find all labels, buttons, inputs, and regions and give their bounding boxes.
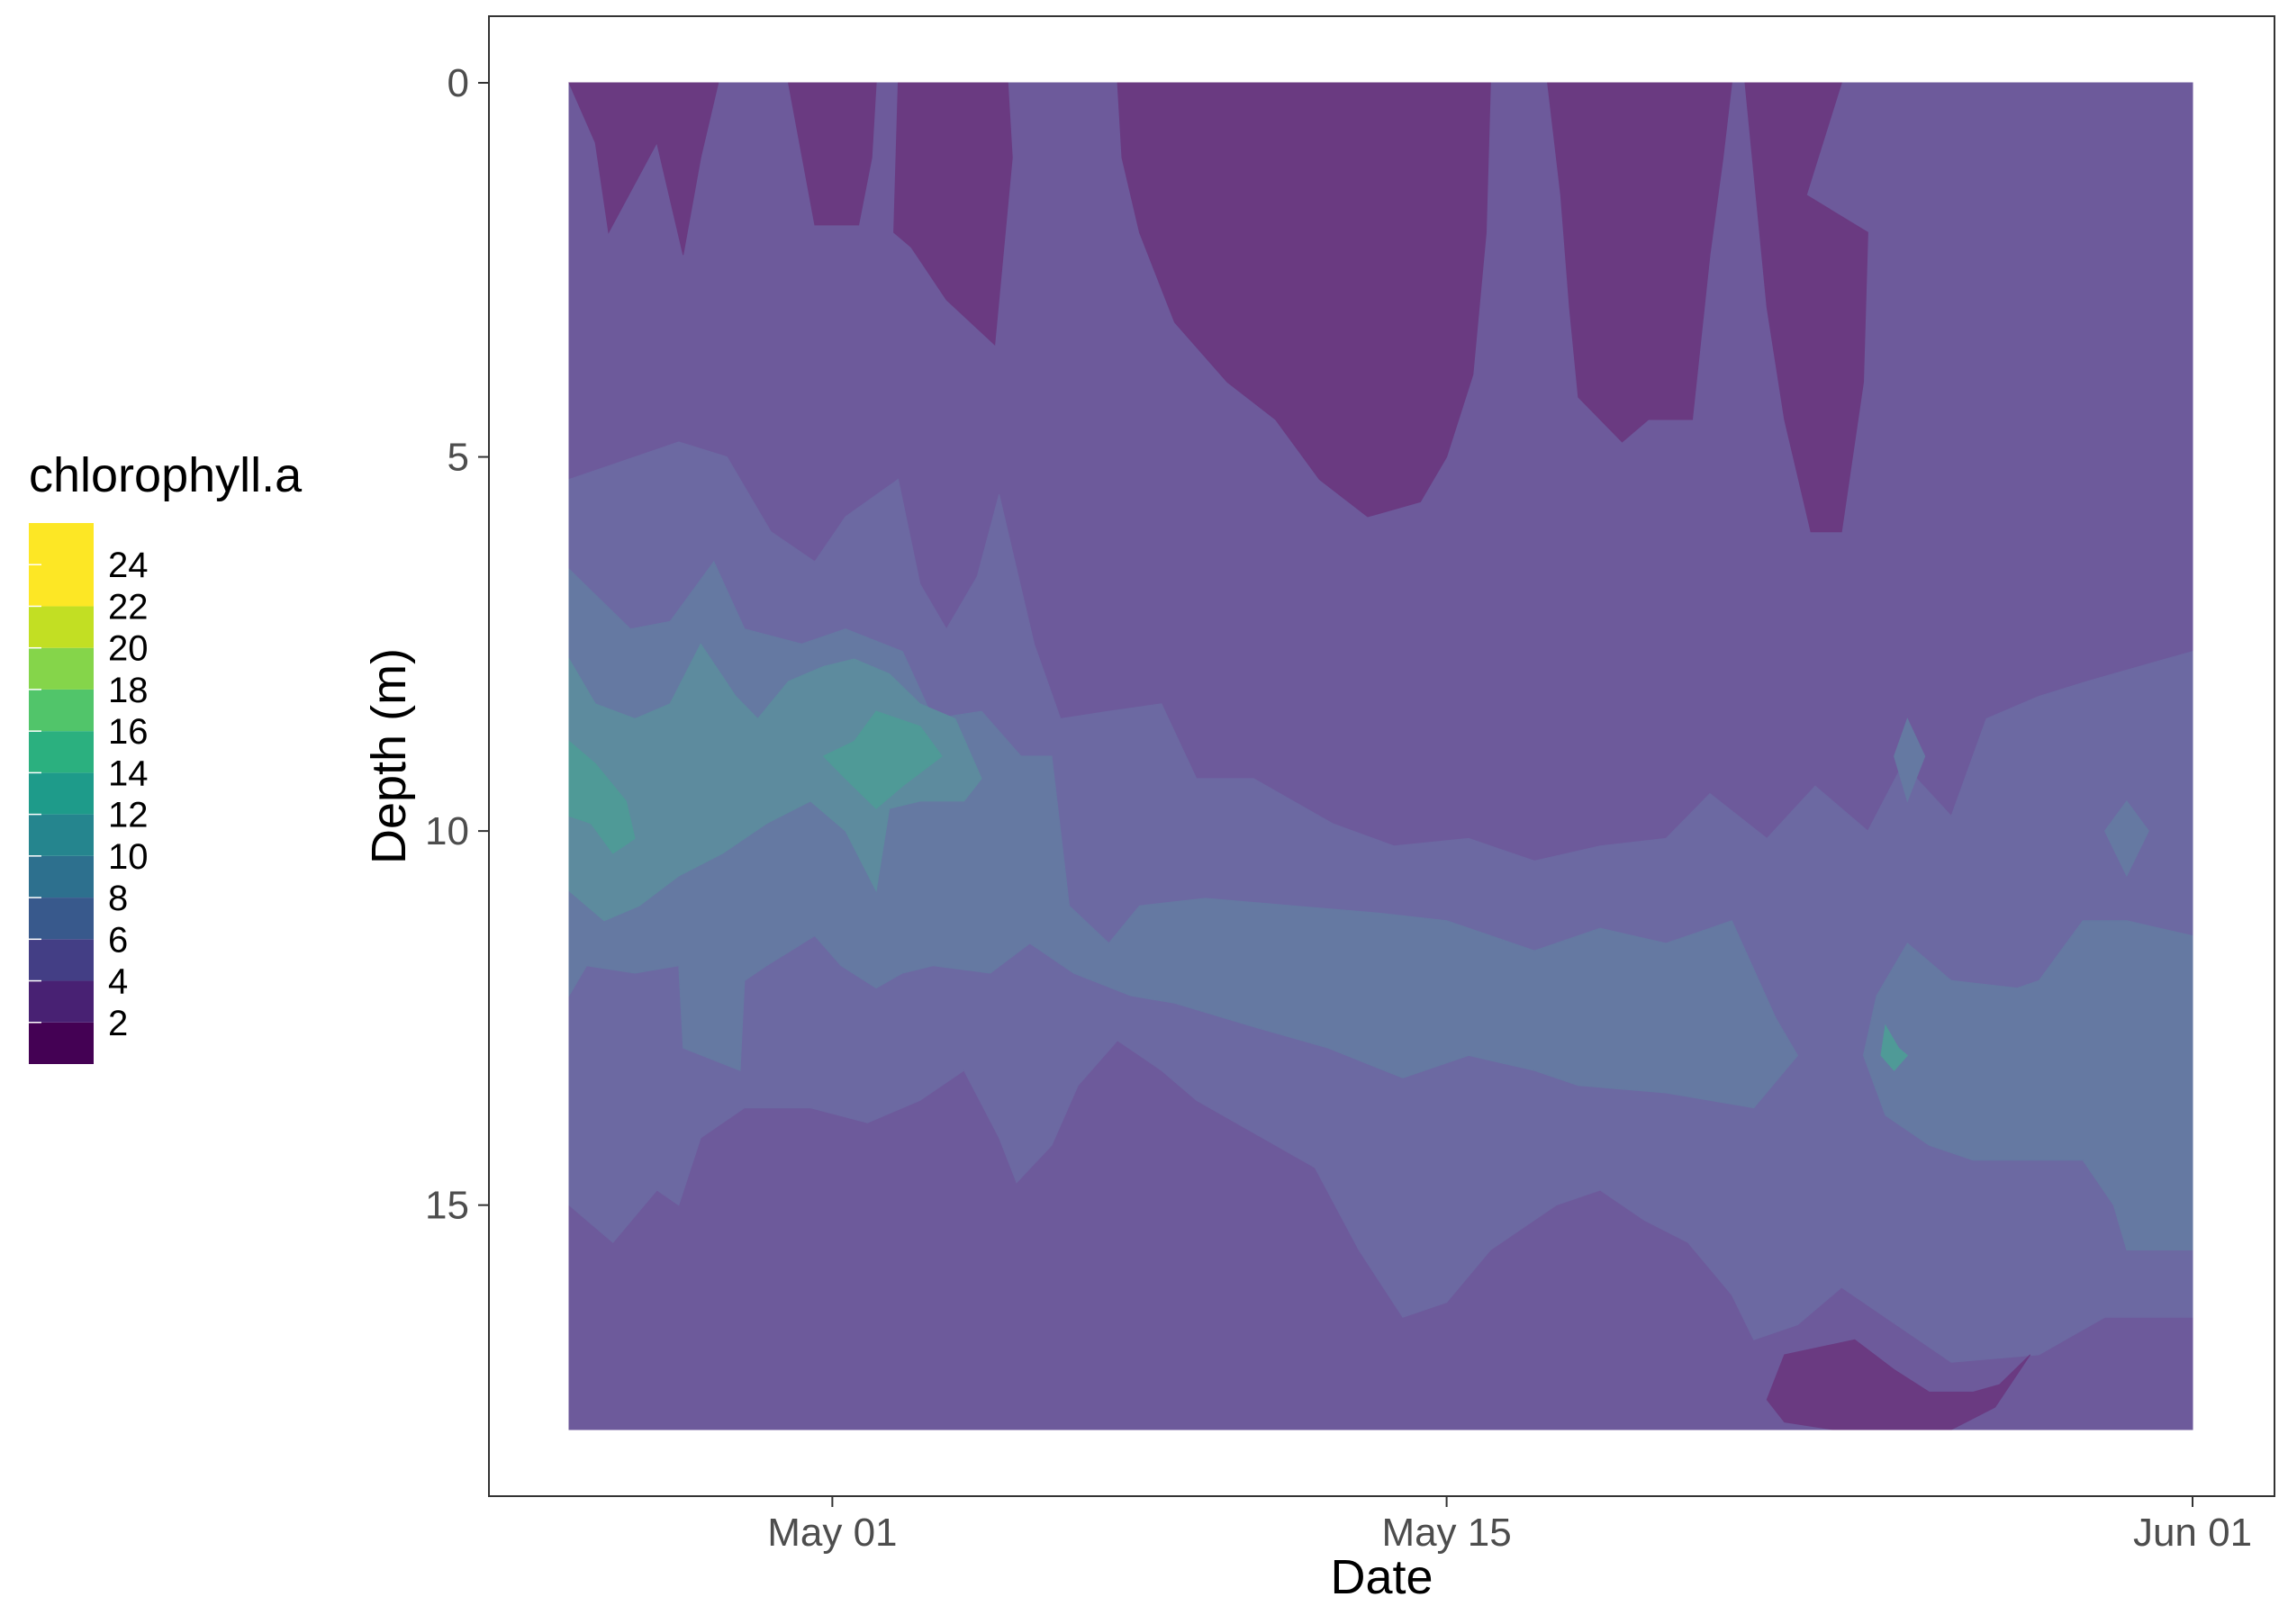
- legend-bin: [29, 731, 94, 773]
- x-axis: May 01 May 15 Jun 01: [767, 1496, 2252, 1555]
- legend-label: 10: [108, 837, 149, 877]
- legend-bin: [29, 606, 94, 648]
- legend-label: 24: [108, 546, 149, 585]
- y-axis: 0 5 10 15: [425, 61, 489, 1228]
- contour-region: [1894, 717, 1926, 803]
- legend-bin: [29, 689, 94, 732]
- legend-label: 22: [108, 587, 149, 627]
- contour-region: [822, 710, 943, 809]
- legend-label: 8: [108, 879, 128, 918]
- contour-region: [1766, 1339, 2031, 1430]
- legend-bin: [29, 772, 94, 815]
- legend-bins: [29, 523, 94, 1064]
- legend-label: 4: [108, 962, 128, 1002]
- contour-region: [568, 82, 719, 256]
- y-tick-label: 10: [425, 809, 469, 853]
- contour-region: [568, 740, 636, 854]
- legend-bin: [29, 939, 94, 981]
- legend-bin: [29, 980, 94, 1023]
- legend-label: 20: [108, 629, 149, 669]
- contour-region: [1744, 82, 1868, 533]
- contour-region: [893, 82, 1013, 346]
- legend-bin: [29, 855, 94, 898]
- x-tick-label: Jun 01: [2133, 1511, 2252, 1555]
- contour-region: [1547, 82, 1732, 443]
- legend-bin: [29, 898, 94, 940]
- contour-regions: [568, 82, 2193, 1430]
- y-axis-title: Depth (m): [362, 648, 416, 864]
- contour-region: [1117, 82, 1491, 518]
- contour-region: [2103, 800, 2149, 878]
- x-axis-title: Date: [1330, 1550, 1433, 1604]
- legend-bin: [29, 1022, 94, 1064]
- plot-panel: [488, 15, 2275, 1497]
- legend-label: 14: [108, 753, 149, 793]
- panel-border: [488, 15, 2275, 1497]
- legend-label: 2: [108, 1004, 128, 1043]
- legend-label: 18: [108, 671, 149, 710]
- y-tick-label: 15: [425, 1184, 469, 1228]
- contour-region: [568, 441, 2193, 1363]
- legend-bin: [29, 647, 94, 690]
- legend-bin: [29, 814, 94, 856]
- legend-label: 12: [108, 796, 149, 835]
- legend-title: chlorophyll.a: [29, 448, 303, 502]
- contour-region: [1880, 1024, 1909, 1071]
- legend-label: 16: [108, 712, 149, 752]
- x-tick-label: May 01: [767, 1511, 897, 1555]
- legend-label: 6: [108, 920, 128, 960]
- contour-region: [1862, 920, 2193, 1250]
- contour-region: [787, 82, 877, 226]
- x-tick-label: May 15: [1381, 1511, 1511, 1555]
- y-tick-label: 5: [448, 436, 469, 480]
- y-tick-label: 0: [448, 61, 469, 105]
